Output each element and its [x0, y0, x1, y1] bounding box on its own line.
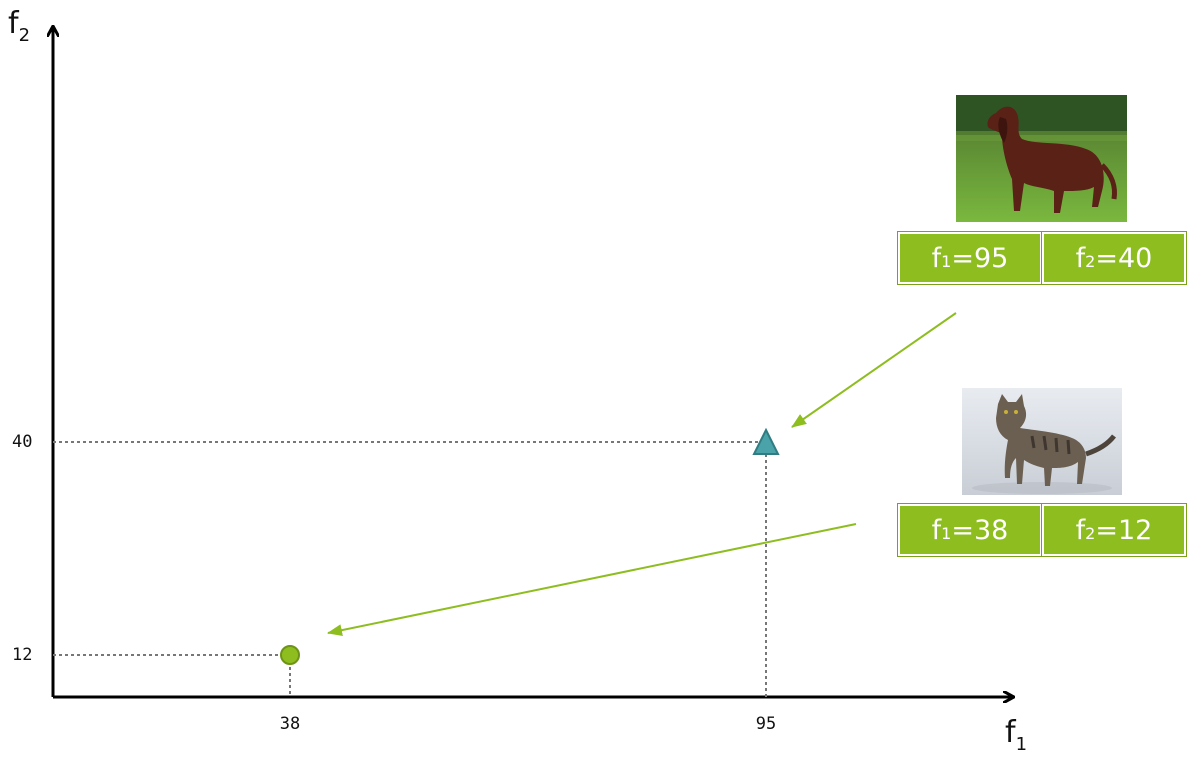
cat-feature-f1: f 1 =38 — [897, 503, 1043, 557]
dog-point — [752, 427, 780, 455]
dog-arrow — [791, 312, 957, 428]
x-axis-label: f1 — [1005, 715, 1027, 755]
tick-x-38: 38 — [280, 714, 300, 734]
cat-photo — [962, 388, 1122, 495]
tick-y-12: 12 — [12, 645, 32, 665]
tick-y-40: 40 — [12, 432, 32, 452]
dog-feature-f2: f 2 =40 — [1041, 231, 1187, 285]
y-axis-label: f2 — [8, 6, 30, 46]
cat-feature-vector: f 1 =38 f 2 =12 — [897, 503, 1187, 557]
cat-point — [280, 645, 300, 665]
cat-arrow — [327, 523, 857, 637]
dog-photo — [956, 95, 1127, 222]
tick-x-95: 95 — [756, 714, 776, 734]
cat-feature-f2: f 2 =12 — [1041, 503, 1187, 557]
dog-feature-vector: f 1 =95 f 2 =40 — [897, 231, 1187, 285]
dog-feature-f1: f 1 =95 — [897, 231, 1043, 285]
